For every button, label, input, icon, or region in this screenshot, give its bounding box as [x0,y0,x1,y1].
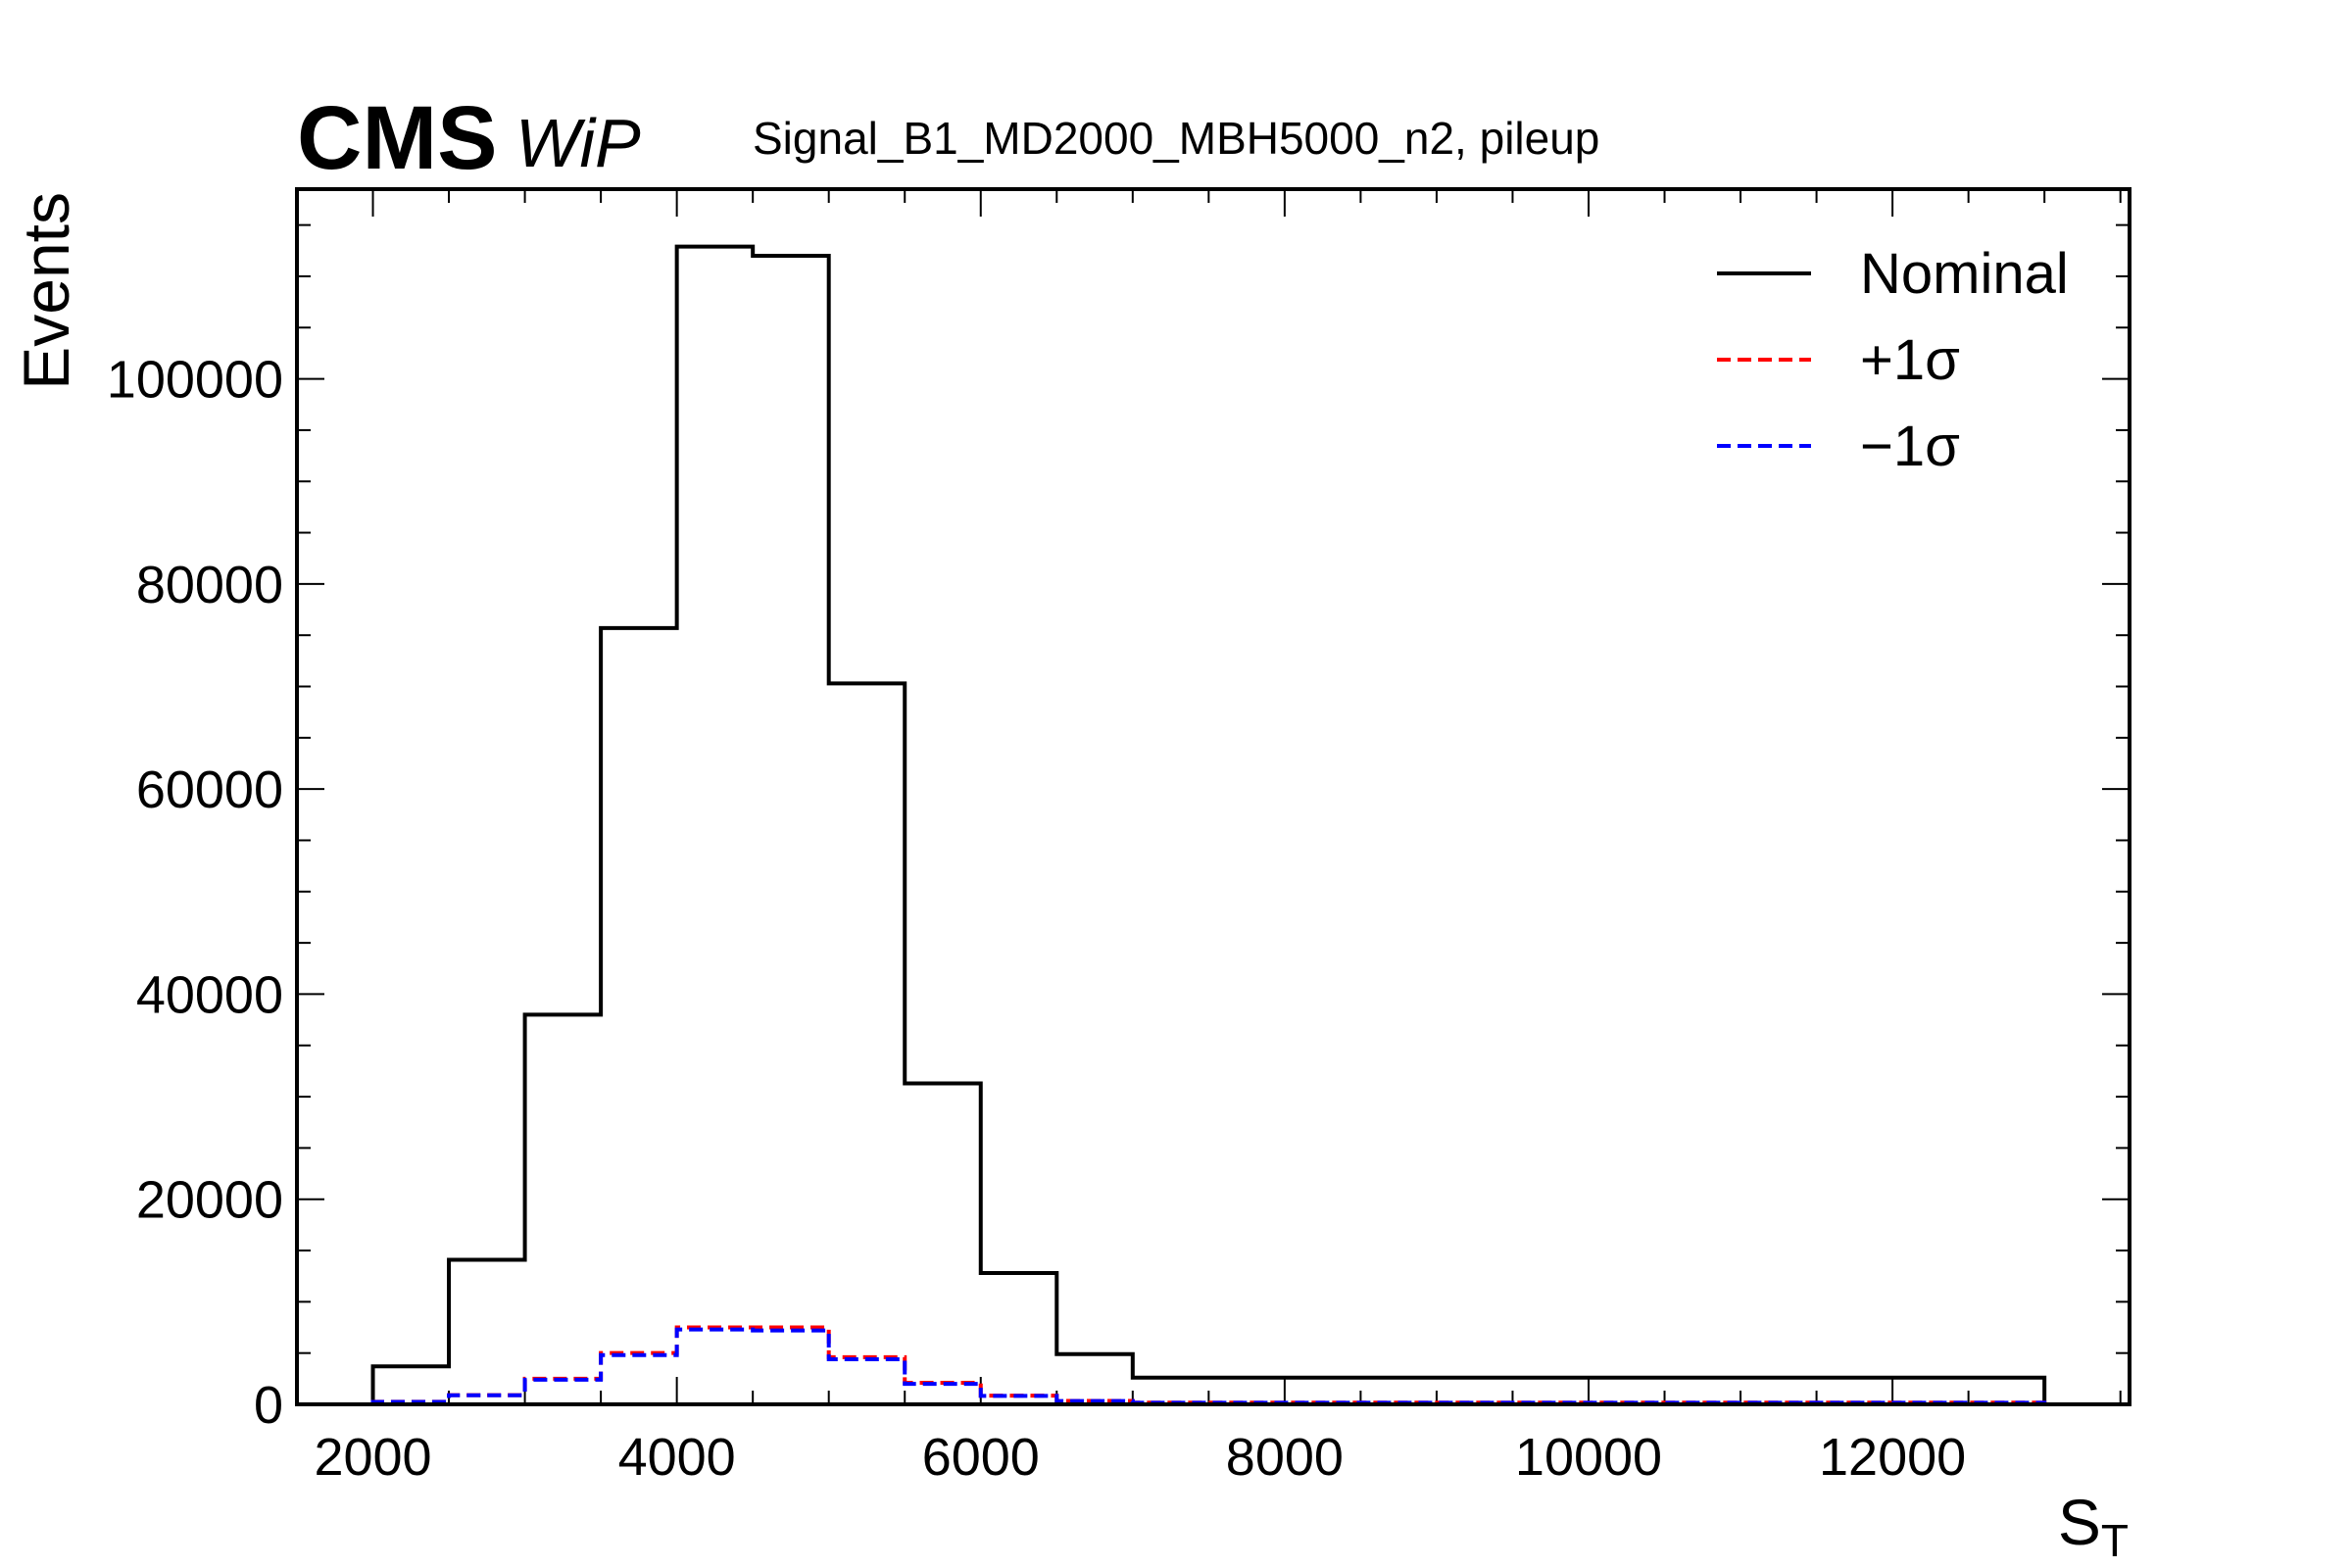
x-tick-label: 4000 [618,1428,736,1487]
legend-label-0: Nominal [1860,242,2069,306]
x-tick-label: 6000 [922,1428,1040,1487]
x-axis-title-main: S [2058,1486,2101,1558]
y-tick-label: 0 [254,1376,283,1435]
histogram-series [370,244,2047,1405]
legend: Nominal +1σ −1σ [1717,242,2069,478]
series-line-0 [370,244,2047,1404]
x-axis-title-sub: T [2101,1515,2129,1566]
y-tick-label: 20000 [136,1171,283,1230]
y-tick-label: 80000 [136,556,283,614]
x-tick-label: 8000 [1226,1428,1344,1487]
status-label: WiP [515,105,641,181]
x-axis-title: ST [2058,1486,2129,1566]
series-line-2 [370,1327,2047,1405]
y-tick-label: 60000 [136,760,283,819]
plot-frame [295,187,2132,1406]
x-tick-label: 12000 [1819,1428,1966,1487]
x-tick-label: 2000 [314,1428,431,1487]
legend-label-2: −1σ [1860,415,1960,478]
y-axis-title: Events [10,192,82,390]
x-tick-label: 10000 [1515,1428,1662,1487]
chart-subtitle: Signal_B1_MD2000_MBH5000_n2, pileup [753,113,1599,164]
y-tick-label: 40000 [136,965,283,1024]
experiment-label: CMS [297,88,497,188]
axis-ticks: 2000 4000 6000 8000 10000 12000 0 20000 40000 600… [107,189,2130,1487]
legend-label-1: +1σ [1860,328,1960,392]
y-tick-label: 100000 [107,351,283,410]
